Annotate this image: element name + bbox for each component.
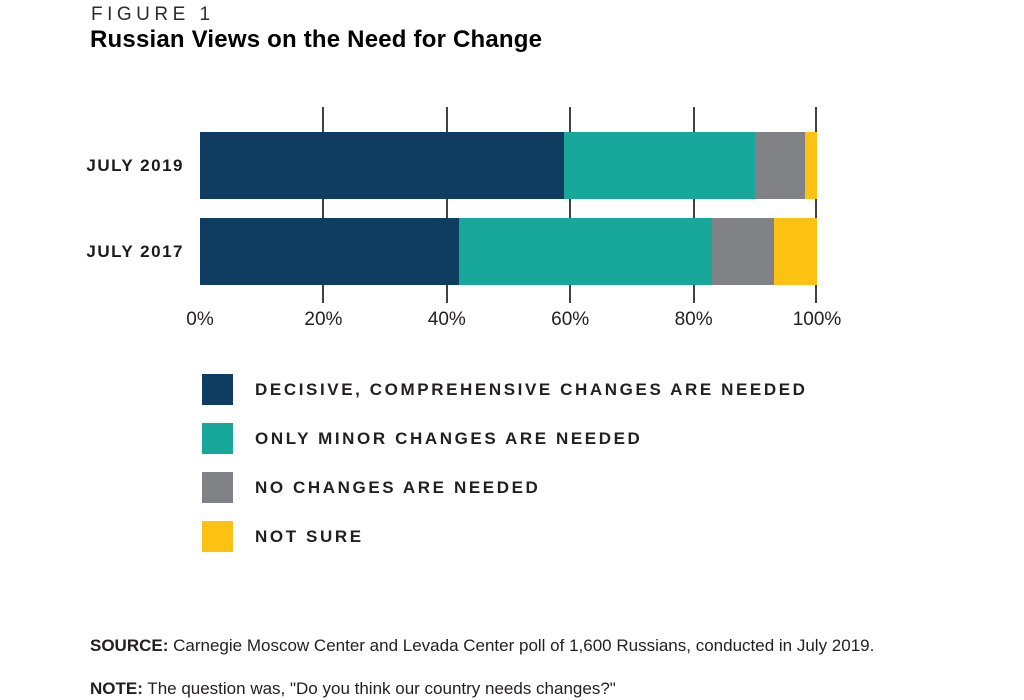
tick-mark bbox=[445, 285, 448, 303]
tick-mark bbox=[322, 199, 325, 218]
x-axis-label: 20% bbox=[304, 309, 343, 330]
legend-item: NO CHANGES ARE NEEDED bbox=[202, 472, 808, 503]
source-label: SOURCE: bbox=[90, 636, 169, 655]
tick-mark bbox=[445, 199, 448, 218]
bar-segment bbox=[755, 132, 805, 199]
tick-mark bbox=[322, 285, 325, 303]
legend-item: ONLY MINOR CHANGES ARE NEEDED bbox=[202, 423, 808, 454]
legend-label: DECISIVE, COMPREHENSIVE CHANGES ARE NEED… bbox=[255, 379, 808, 399]
bar-segment bbox=[200, 218, 460, 285]
bar-segment bbox=[459, 218, 713, 285]
source-line: SOURCE: Carnegie Moscow Center and Levad… bbox=[90, 636, 874, 656]
legend-label: NO CHANGES ARE NEEDED bbox=[255, 477, 541, 497]
tick-mark bbox=[569, 285, 572, 303]
bar-segment bbox=[773, 218, 817, 285]
legend-item: NOT SURE bbox=[202, 521, 808, 552]
bar-row bbox=[200, 132, 817, 199]
bar-segment bbox=[712, 218, 774, 285]
legend-label: ONLY MINOR CHANGES ARE NEEDED bbox=[255, 428, 643, 448]
y-axis-labels: JULY 2019 JULY 2017 bbox=[0, 107, 192, 303]
bar-chart: JULY 2019 JULY 2017 0% 20% 40% 60% 80% 100% bbox=[0, 107, 841, 330]
y-axis-label: JULY 2017 bbox=[86, 241, 184, 261]
bar-segment bbox=[804, 132, 817, 199]
tick-mark bbox=[569, 107, 572, 132]
x-axis-label: 80% bbox=[674, 309, 713, 330]
legend-label: NOT SURE bbox=[255, 526, 364, 546]
bar-segment bbox=[564, 132, 756, 199]
y-axis-label: JULY 2019 bbox=[86, 155, 184, 175]
tick-mark bbox=[692, 199, 695, 218]
legend-swatch bbox=[202, 374, 233, 405]
note-line: NOTE: The question was, "Do you think ou… bbox=[90, 679, 616, 699]
tick-mark bbox=[692, 285, 695, 303]
figure-label: FIGURE 1 bbox=[91, 4, 215, 25]
note-label: NOTE: bbox=[90, 679, 143, 698]
x-axis-label: 0% bbox=[186, 309, 214, 330]
tick-mark bbox=[692, 107, 695, 132]
legend-swatch bbox=[202, 521, 233, 552]
legend-swatch bbox=[202, 472, 233, 503]
legend: DECISIVE, COMPREHENSIVE CHANGES ARE NEED… bbox=[202, 374, 808, 570]
chart-title: Russian Views on the Need for Change bbox=[90, 26, 543, 53]
note-text: The question was, "Do you think our coun… bbox=[142, 679, 616, 698]
x-axis-label: 40% bbox=[427, 309, 466, 330]
tick-mark bbox=[322, 107, 325, 132]
bar-segment bbox=[200, 132, 565, 199]
tick-mark bbox=[445, 107, 448, 132]
legend-item: DECISIVE, COMPREHENSIVE CHANGES ARE NEED… bbox=[202, 374, 808, 405]
legend-swatch bbox=[202, 423, 233, 454]
source-text: Carnegie Moscow Center and Levada Center… bbox=[168, 636, 875, 655]
tick-mark bbox=[569, 199, 572, 218]
x-axis-label: 60% bbox=[551, 309, 590, 330]
plot-area: 0% 20% 40% 60% 80% 100% bbox=[186, 107, 841, 330]
axis-line-100 bbox=[815, 107, 817, 303]
bar-row bbox=[200, 218, 817, 285]
x-axis-label: 100% bbox=[792, 309, 842, 330]
